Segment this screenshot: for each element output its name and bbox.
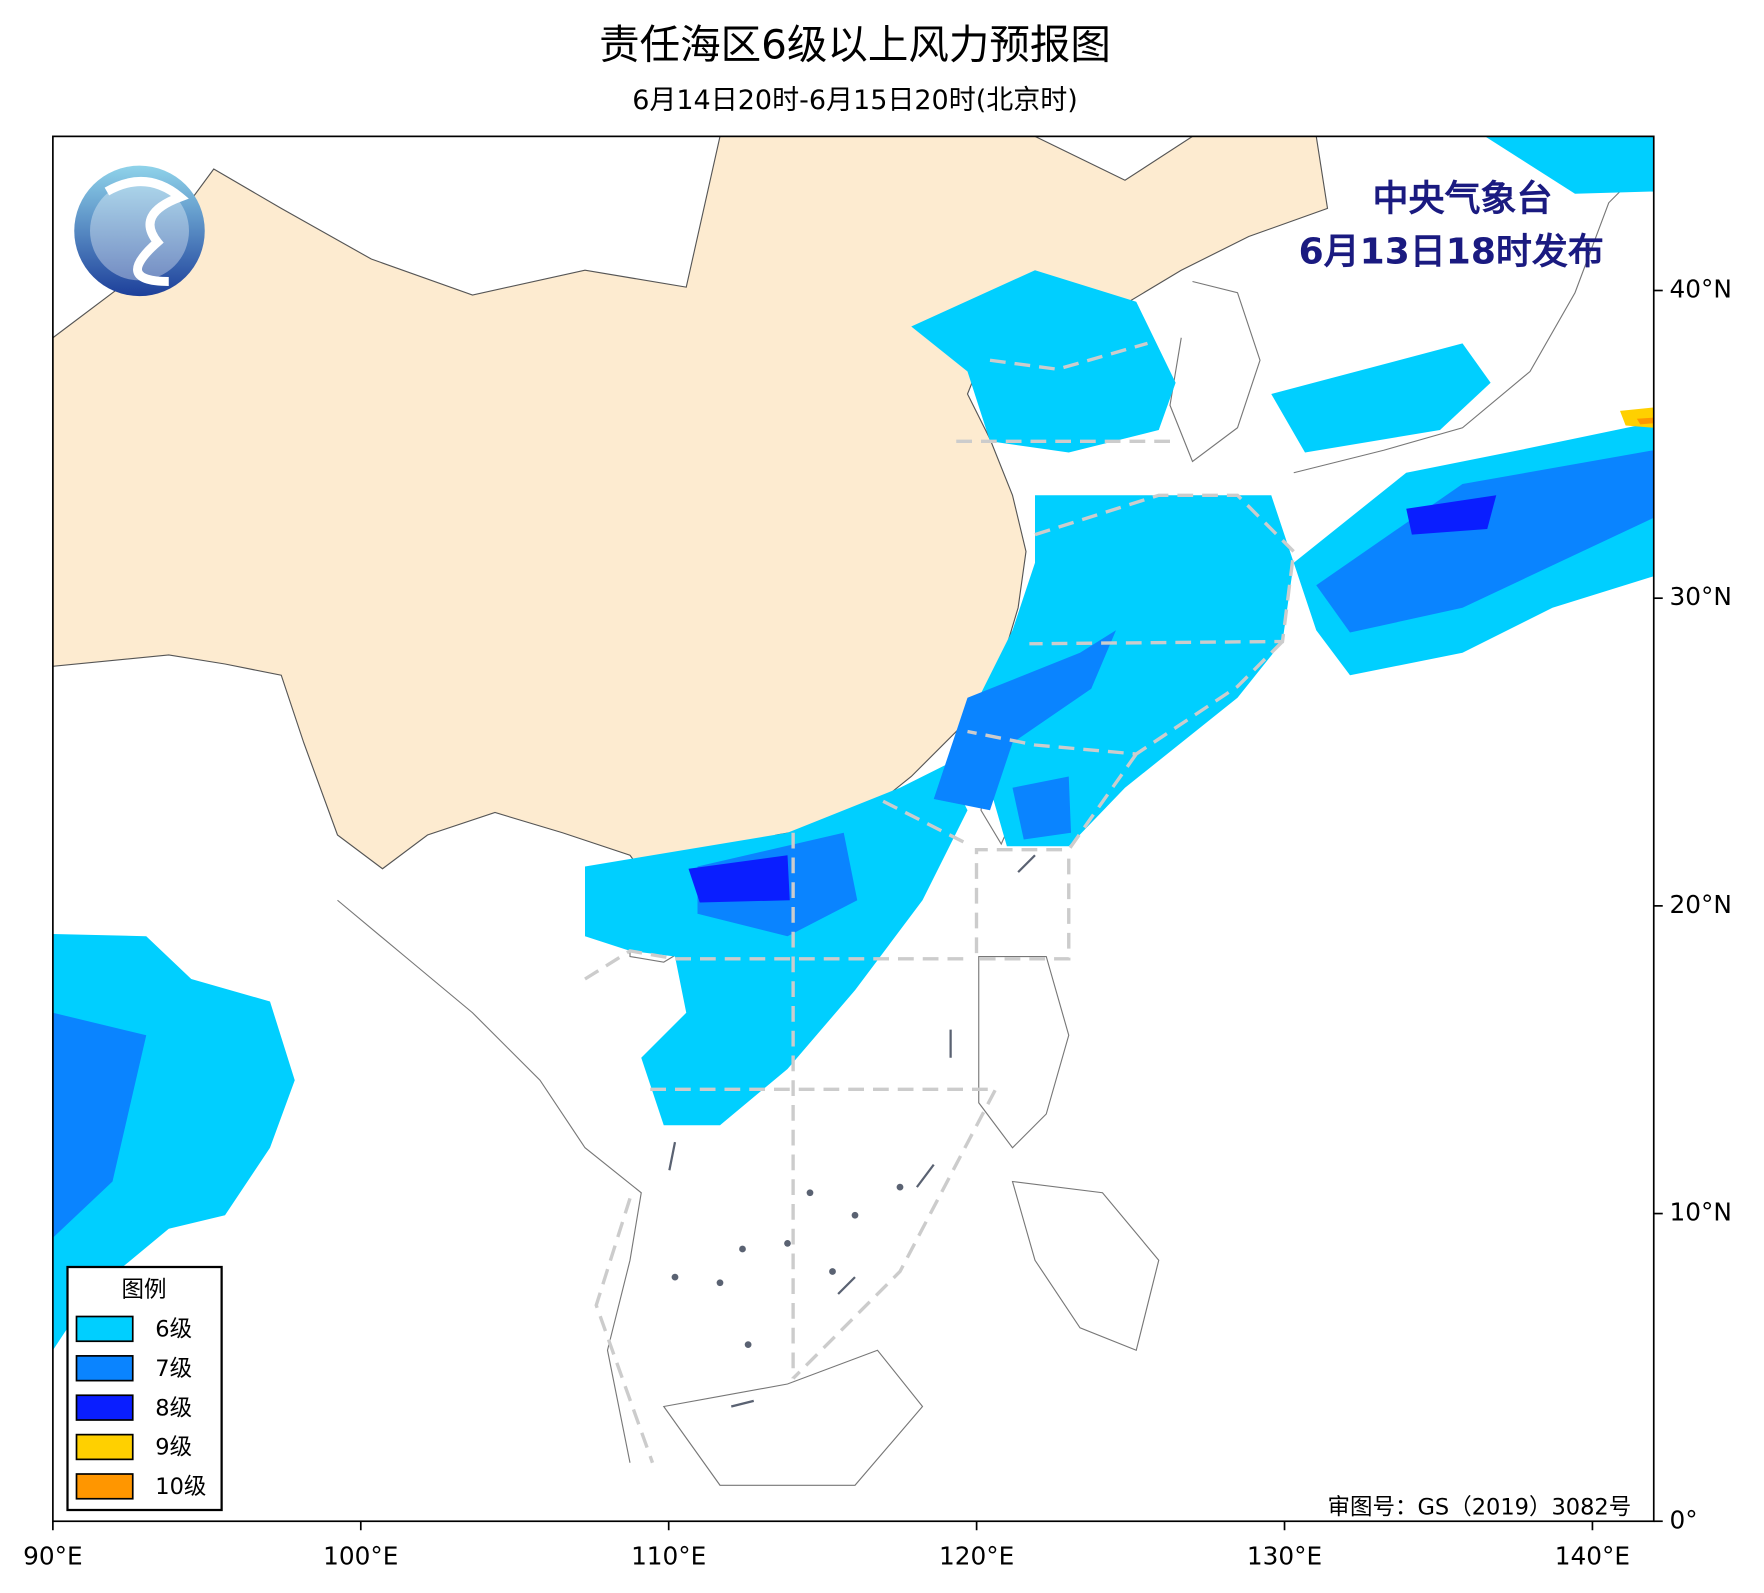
wind-area <box>1406 495 1497 535</box>
issuer: 中央气象台 <box>1372 179 1552 220</box>
legend-label: 7级 <box>155 1356 192 1382</box>
axis-ticks: 90°E 100°E 110°E 120°E 130°E 140°E 0° 10°N 20°N 3… <box>23 275 1732 1571</box>
y-tick-label: 10°N <box>1670 1198 1732 1227</box>
wind-area <box>1636 417 1654 425</box>
y-tick-label: 0° <box>1670 1505 1698 1534</box>
subtitle: 6月14日20时-6月15日20时(北京时) <box>632 85 1078 116</box>
x-tick-label: 130°E <box>1247 1541 1322 1570</box>
legend-title: 图例 <box>121 1277 166 1303</box>
wind-area <box>1485 136 1654 194</box>
issue-time: 6月13日18时发布 <box>1299 231 1604 272</box>
legend-label: 9级 <box>155 1435 192 1461</box>
wind-area <box>967 495 1294 847</box>
legend-swatch <box>75 1473 134 1500</box>
wind-area <box>688 855 790 903</box>
legend-box <box>66 1265 223 1512</box>
coastlines <box>337 157 1654 1486</box>
sea-zone-boundaries <box>584 341 1296 1464</box>
logo <box>74 165 205 297</box>
legend-swatch <box>75 1315 134 1343</box>
wind-areas <box>52 136 1654 1351</box>
legend-items: 6级 7级 8级 9级 10级 <box>75 1315 206 1500</box>
x-tick-label: 110°E <box>631 1541 706 1570</box>
approval-number: 审图号：GS（2019）3082号 <box>1328 1494 1632 1520</box>
map-frame <box>52 135 1655 1523</box>
y-tick-label: 30°N <box>1670 582 1732 611</box>
nine-dash-line <box>668 854 1036 1408</box>
legend-swatch <box>75 1433 134 1461</box>
x-tick-label: 120°E <box>939 1541 1014 1570</box>
y-tick-label: 40°N <box>1670 275 1732 304</box>
wind-area <box>1271 343 1491 453</box>
wind-area <box>585 765 968 1126</box>
wind-area <box>1012 776 1071 840</box>
legend-swatch <box>75 1355 134 1382</box>
map-body <box>52 136 1654 1522</box>
legend-label: 6级 <box>155 1317 192 1343</box>
title: 责任海区6级以上风力预报图 <box>599 21 1111 69</box>
wind-area <box>933 630 1116 811</box>
legend-swatch <box>75 1394 134 1421</box>
x-tick-label: 140°E <box>1555 1541 1630 1570</box>
islands <box>671 1183 904 1348</box>
wind-area <box>911 270 1176 453</box>
legend-label: 8级 <box>155 1395 192 1421</box>
china-land <box>52 136 1329 902</box>
x-tick-label: 90°E <box>23 1541 83 1570</box>
wind-area <box>1316 450 1654 633</box>
x-tick-label: 100°E <box>323 1541 398 1570</box>
wind-area <box>52 1012 147 1238</box>
legend-label: 10级 <box>155 1474 206 1500</box>
legend: 图例 6级 7级 8级 9级 10级 <box>66 1265 223 1512</box>
y-tick-label: 20°N <box>1670 890 1732 919</box>
